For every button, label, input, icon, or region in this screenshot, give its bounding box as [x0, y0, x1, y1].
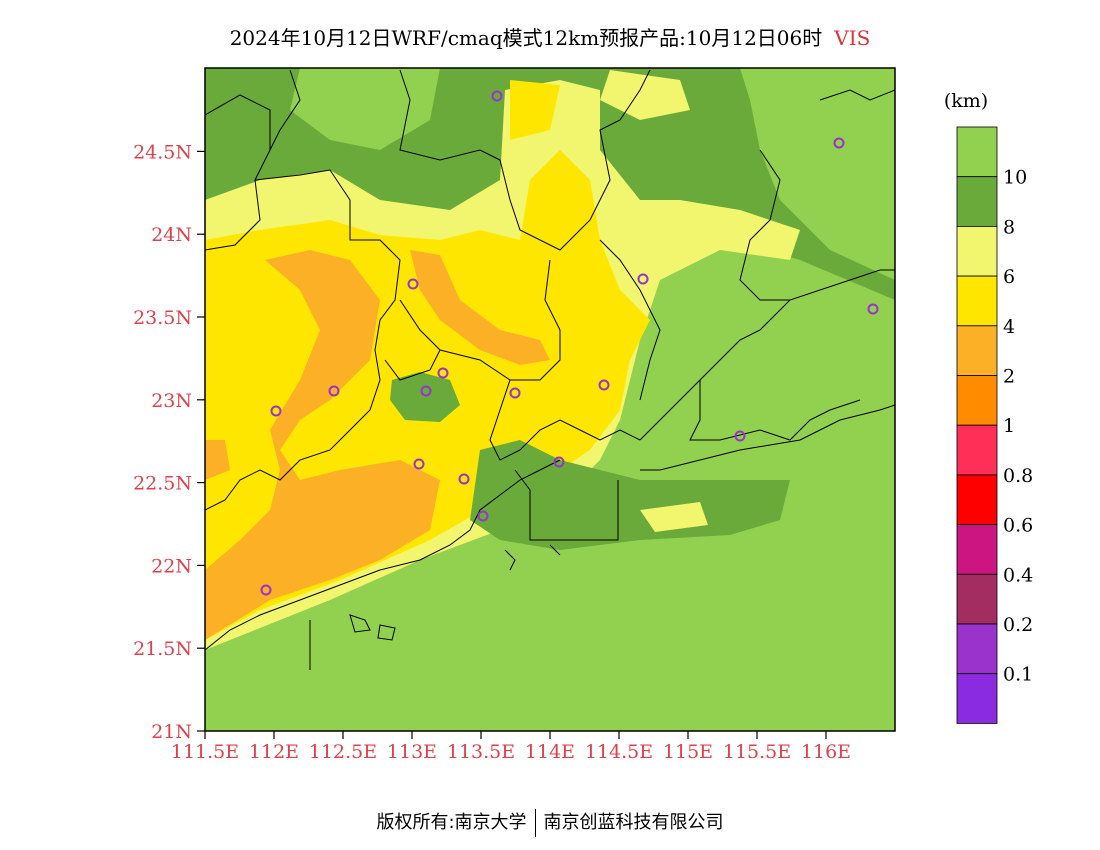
- legend-swatch: [956, 424, 998, 476]
- lon-tick-label: 113.5E: [447, 741, 515, 763]
- boundary-lines: [205, 69, 895, 670]
- title-text: 2024年10月12日WRF/cmaq模式12km预报产品:10月12日06时: [229, 26, 823, 50]
- station-markers: [260, 90, 879, 596]
- station-marker: [437, 367, 449, 379]
- legend-swatch: [956, 623, 998, 675]
- copyright-footer: 版权所有:南京大学 南京创蓝科技有限公司: [0, 808, 1100, 837]
- legend-swatch: [956, 673, 998, 724]
- station-marker: [637, 273, 649, 285]
- legend-label: 4: [1003, 316, 1015, 338]
- lon-tick-label: 111.5E: [171, 741, 239, 763]
- lon-tick-label: 114.5E: [585, 741, 653, 763]
- lat-tick-label: 21.5N: [133, 638, 192, 660]
- legend-swatch: [956, 325, 998, 376]
- lon-tick-label: 114E: [525, 741, 575, 763]
- station-marker: [598, 379, 610, 391]
- lon-tick-label: 113E: [387, 741, 437, 763]
- station-marker: [509, 387, 521, 399]
- lon-tick-label: 115.5E: [723, 741, 791, 763]
- copyright-right: 南京创蓝科技有限公司: [543, 812, 724, 833]
- station-marker: [477, 510, 489, 522]
- legend-swatch: [956, 573, 998, 625]
- lat-tick-label: 23.5N: [133, 307, 192, 329]
- lon-tick-label: 112E: [249, 741, 299, 763]
- legend-unit: (km): [944, 90, 988, 112]
- legend-label: 0.1: [1003, 664, 1033, 686]
- map-axes: 21N 21.5N 22N 22.5N 23N 23.5N 24N 24.5N 111.5E 11…: [133, 141, 851, 763]
- lat-tick-label: 21N: [151, 721, 192, 743]
- lat-tick-label: 22N: [151, 555, 192, 577]
- map-title: 2024年10月12日WRF/cmaq模式12km预报产品:10月12日06时 V…: [0, 22, 1100, 51]
- legend-label: 10: [1003, 167, 1027, 189]
- station-marker: [270, 405, 282, 417]
- station-marker: [867, 303, 879, 315]
- legend-label: 0.8: [1003, 465, 1033, 487]
- station-marker: [407, 278, 419, 290]
- legend-label: 1: [1003, 415, 1015, 437]
- station-marker: [491, 90, 503, 102]
- station-marker: [734, 430, 746, 442]
- legend-swatch: [956, 474, 998, 525]
- station-marker: [328, 385, 340, 397]
- lat-tick-label: 23N: [151, 390, 192, 412]
- legend-label: 6: [1003, 266, 1015, 288]
- variable-label: VIS: [834, 26, 871, 50]
- legend-swatch: [956, 176, 998, 227]
- lat-tick-label: 24N: [151, 224, 192, 246]
- legend-label: 2: [1003, 366, 1015, 388]
- station-marker: [553, 456, 565, 468]
- legend-swatch: [956, 126, 998, 178]
- legend-label: 0.4: [1003, 564, 1033, 586]
- station-marker: [833, 137, 845, 149]
- legend-swatch: [956, 275, 998, 327]
- copyright-left: 版权所有:南京大学: [376, 812, 527, 833]
- station-marker: [420, 385, 432, 397]
- footer-separator: [534, 809, 536, 837]
- lat-tick-label: 24.5N: [133, 141, 192, 163]
- station-marker: [413, 458, 425, 470]
- legend-swatch: [956, 524, 998, 575]
- lon-tick-label: 112.5E: [309, 741, 377, 763]
- lon-tick-label: 116E: [801, 741, 851, 763]
- legend-swatch: [956, 225, 998, 277]
- visibility-field: [205, 68, 895, 731]
- station-marker: [260, 584, 272, 596]
- lon-tick-label: 115E: [663, 741, 713, 763]
- legend-label: 0.2: [1003, 614, 1033, 636]
- legend-label: 8: [1003, 216, 1015, 238]
- legend-label: 0.6: [1003, 515, 1033, 537]
- legend-swatch: [956, 375, 998, 426]
- station-marker: [458, 473, 470, 485]
- color-legend: (km) 10 8 6 4 2 1 0.8 0.6 0.4 0.2 0.1: [944, 90, 1033, 724]
- lat-tick-label: 22.5N: [133, 473, 192, 495]
